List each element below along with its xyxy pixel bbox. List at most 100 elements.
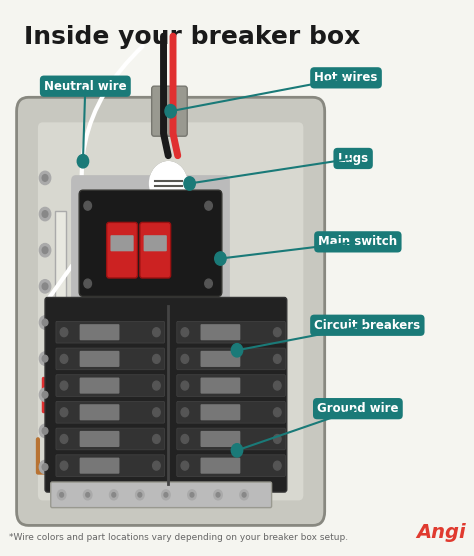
Text: Inside your breaker box: Inside your breaker box xyxy=(24,25,360,49)
Circle shape xyxy=(138,493,142,497)
Circle shape xyxy=(60,355,68,364)
Circle shape xyxy=(60,408,68,417)
Circle shape xyxy=(184,177,195,190)
Circle shape xyxy=(39,280,51,293)
FancyBboxPatch shape xyxy=(201,404,240,420)
Circle shape xyxy=(57,490,66,500)
Circle shape xyxy=(86,493,90,497)
Circle shape xyxy=(181,328,189,337)
Text: Neutral wire: Neutral wire xyxy=(44,80,127,93)
FancyBboxPatch shape xyxy=(201,378,240,394)
Circle shape xyxy=(39,171,51,185)
Circle shape xyxy=(231,444,243,457)
Circle shape xyxy=(273,461,281,470)
FancyBboxPatch shape xyxy=(144,235,167,251)
FancyBboxPatch shape xyxy=(177,321,285,343)
Circle shape xyxy=(181,435,189,444)
Circle shape xyxy=(231,344,243,357)
Text: Angi: Angi xyxy=(416,523,465,542)
Circle shape xyxy=(181,461,189,470)
Circle shape xyxy=(216,493,220,497)
Circle shape xyxy=(39,244,51,257)
FancyBboxPatch shape xyxy=(56,321,164,343)
FancyBboxPatch shape xyxy=(152,86,187,136)
Circle shape xyxy=(77,155,89,168)
Circle shape xyxy=(273,328,281,337)
FancyBboxPatch shape xyxy=(110,235,134,251)
Circle shape xyxy=(42,283,48,290)
Text: Hot wires: Hot wires xyxy=(314,71,378,85)
Circle shape xyxy=(60,435,68,444)
Circle shape xyxy=(39,316,51,329)
Text: Circuit breakers: Circuit breakers xyxy=(314,319,420,332)
Text: Main switch: Main switch xyxy=(319,235,397,249)
FancyBboxPatch shape xyxy=(201,324,240,340)
FancyBboxPatch shape xyxy=(201,458,240,474)
FancyBboxPatch shape xyxy=(56,401,164,423)
Circle shape xyxy=(39,424,51,438)
Circle shape xyxy=(181,381,189,390)
Circle shape xyxy=(165,105,176,118)
Circle shape xyxy=(60,461,68,470)
Circle shape xyxy=(42,247,48,254)
FancyBboxPatch shape xyxy=(201,431,240,447)
Circle shape xyxy=(42,319,48,326)
Circle shape xyxy=(273,381,281,390)
FancyBboxPatch shape xyxy=(38,122,303,500)
Circle shape xyxy=(188,490,196,500)
Circle shape xyxy=(273,435,281,444)
Circle shape xyxy=(240,490,248,500)
Circle shape xyxy=(153,328,160,337)
Circle shape xyxy=(60,328,68,337)
Circle shape xyxy=(273,355,281,364)
Circle shape xyxy=(205,201,212,210)
Circle shape xyxy=(150,162,186,205)
Circle shape xyxy=(39,460,51,474)
Circle shape xyxy=(136,490,144,500)
Circle shape xyxy=(181,408,189,417)
FancyBboxPatch shape xyxy=(177,348,285,370)
Circle shape xyxy=(205,279,212,288)
FancyBboxPatch shape xyxy=(80,404,119,420)
Circle shape xyxy=(215,252,226,265)
Circle shape xyxy=(109,490,118,500)
FancyBboxPatch shape xyxy=(201,351,240,367)
Circle shape xyxy=(84,201,91,210)
Text: *Wire colors and part locations vary depending on your breaker box setup.: *Wire colors and part locations vary dep… xyxy=(9,533,348,542)
Circle shape xyxy=(181,355,189,364)
Circle shape xyxy=(164,493,168,497)
FancyBboxPatch shape xyxy=(177,401,285,423)
Circle shape xyxy=(39,207,51,221)
FancyBboxPatch shape xyxy=(56,375,164,396)
Circle shape xyxy=(42,175,48,181)
FancyBboxPatch shape xyxy=(177,375,285,396)
Circle shape xyxy=(60,493,64,497)
FancyBboxPatch shape xyxy=(17,97,325,525)
FancyBboxPatch shape xyxy=(56,428,164,450)
FancyBboxPatch shape xyxy=(51,482,272,508)
Circle shape xyxy=(83,490,92,500)
FancyBboxPatch shape xyxy=(80,378,119,394)
Circle shape xyxy=(153,435,160,444)
Circle shape xyxy=(42,391,48,398)
FancyBboxPatch shape xyxy=(80,458,119,474)
Text: Lugs: Lugs xyxy=(337,152,369,165)
FancyBboxPatch shape xyxy=(71,175,230,311)
Circle shape xyxy=(153,461,160,470)
FancyBboxPatch shape xyxy=(140,222,171,278)
Circle shape xyxy=(42,355,48,362)
Circle shape xyxy=(153,408,160,417)
FancyBboxPatch shape xyxy=(80,351,119,367)
Circle shape xyxy=(214,490,222,500)
FancyBboxPatch shape xyxy=(79,190,222,296)
FancyBboxPatch shape xyxy=(107,222,137,278)
FancyBboxPatch shape xyxy=(56,348,164,370)
Circle shape xyxy=(39,352,51,365)
FancyBboxPatch shape xyxy=(177,455,285,476)
Circle shape xyxy=(112,493,116,497)
Circle shape xyxy=(42,428,48,434)
Circle shape xyxy=(60,381,68,390)
Text: Ground wire: Ground wire xyxy=(317,402,399,415)
Circle shape xyxy=(153,381,160,390)
FancyBboxPatch shape xyxy=(55,211,66,461)
